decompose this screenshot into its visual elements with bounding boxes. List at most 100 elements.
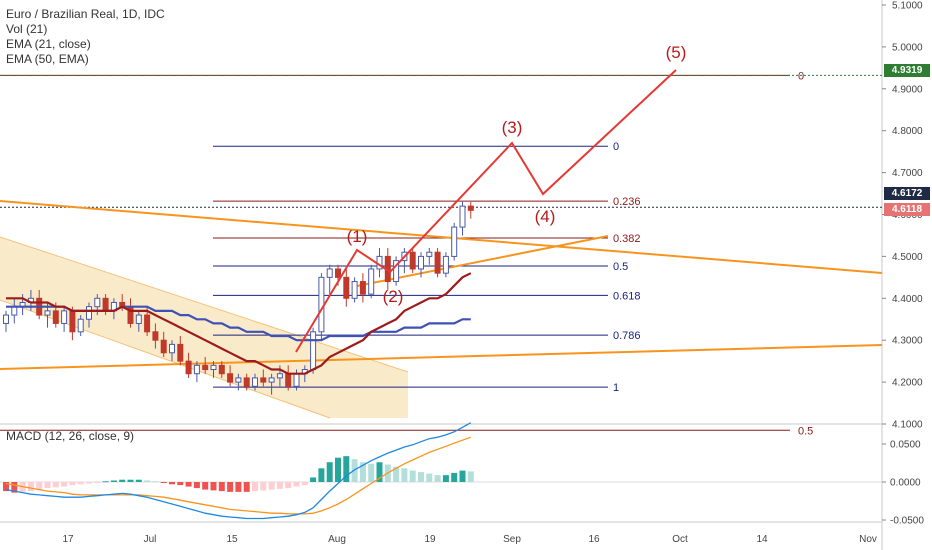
macd-histogram-bar bbox=[127, 479, 134, 482]
time-tick-label: Jul bbox=[144, 534, 157, 545]
candle-body bbox=[459, 205, 466, 228]
macd-histogram-bar bbox=[27, 482, 34, 492]
macd-signal-line bbox=[5, 436, 472, 515]
macd-histogram-bar bbox=[451, 472, 458, 482]
candle-body bbox=[218, 364, 225, 375]
macd-histogram-bar bbox=[252, 482, 258, 492]
macd-histogram-bar bbox=[44, 482, 51, 489]
macd-histogram-bar bbox=[77, 482, 84, 485]
legend-macd[interactable]: MACD (12, 26, close, 9) bbox=[6, 429, 135, 443]
candle-body bbox=[426, 251, 433, 257]
candle-body bbox=[210, 364, 217, 371]
candle-body bbox=[144, 314, 151, 333]
legend-symbol[interactable]: Euro / Brazilian Real, 1D, IDC bbox=[6, 7, 165, 21]
macd-legend: MACD (12, 26, close, 9) bbox=[6, 429, 134, 444]
candle-body bbox=[252, 377, 258, 387]
legend-ema50[interactable]: EMA (50, EMA) bbox=[6, 52, 89, 66]
macd-histogram-bar bbox=[235, 482, 242, 492]
candle-body bbox=[77, 318, 84, 333]
time-tick-label: Nov bbox=[859, 534, 877, 545]
macd-histogram-bar bbox=[160, 482, 167, 483]
macd-histogram-bar bbox=[193, 482, 200, 489]
candle-body bbox=[467, 205, 474, 211]
candle-body bbox=[451, 226, 458, 257]
macd-histogram-bar bbox=[268, 482, 275, 490]
candle-body bbox=[202, 364, 209, 371]
macd-tick-label: 0.0500 bbox=[890, 440, 921, 451]
candle-body bbox=[243, 377, 250, 387]
wave-label: (1) bbox=[347, 227, 368, 246]
macd-histogram-bar bbox=[61, 482, 68, 487]
candle-body bbox=[61, 310, 68, 324]
macd-histogram-bar bbox=[326, 462, 333, 482]
macd-histogram-bar bbox=[401, 468, 408, 482]
price-tick-label: 4.4000 bbox=[892, 294, 923, 305]
macd-histogram-bar bbox=[318, 468, 325, 482]
macd-histogram-bar bbox=[285, 482, 292, 489]
price-tag-close: 4.6118 bbox=[884, 203, 930, 216]
macd-histogram-bar bbox=[442, 475, 449, 482]
candle-body bbox=[442, 255, 449, 274]
price-tick-label: 4.8000 bbox=[892, 126, 923, 137]
macd-histogram-bar bbox=[94, 482, 101, 483]
legend-vol[interactable]: Vol (21) bbox=[6, 22, 48, 36]
fib-level-label: 0.382 bbox=[613, 233, 641, 245]
candle-body bbox=[276, 373, 283, 379]
price-tick-label: 4.2000 bbox=[892, 378, 923, 389]
price-tag-last: 4.6172 bbox=[884, 187, 930, 200]
level-label: 0 bbox=[798, 70, 804, 82]
time-tick-label: Sep bbox=[503, 534, 521, 545]
legend: Euro / Brazilian Real, 1D, IDC Vol (21) … bbox=[6, 7, 165, 67]
candle-body bbox=[318, 276, 325, 333]
candle-body bbox=[135, 314, 142, 324]
time-tick-label: 14 bbox=[756, 534, 768, 545]
candle-body bbox=[69, 310, 76, 333]
time-tick-label: 16 bbox=[588, 534, 600, 545]
price-tick-label: 4.3000 bbox=[892, 336, 923, 347]
candle-body bbox=[293, 373, 300, 387]
support-trendline bbox=[0, 344, 883, 370]
fib-level-label: 0.236 bbox=[613, 196, 641, 208]
price-tick-label: 5.0000 bbox=[892, 42, 923, 53]
macd-histogram-bar bbox=[177, 482, 184, 486]
macd-tick-label: -0.0500 bbox=[890, 516, 924, 527]
macd-histogram-bar bbox=[459, 470, 466, 482]
price-tick-label: 5.1000 bbox=[892, 1, 923, 12]
elliott-wave-path bbox=[295, 69, 677, 353]
candle-body bbox=[152, 331, 159, 341]
candle-body bbox=[44, 310, 51, 316]
macd-histogram-bar bbox=[393, 466, 400, 482]
macd-histogram-bar bbox=[434, 475, 441, 482]
macd-histogram-bar bbox=[185, 482, 192, 487]
macd-histogram-bar bbox=[243, 482, 250, 492]
macd-histogram-bar bbox=[276, 482, 283, 489]
candle-body bbox=[177, 343, 184, 362]
macd-histogram-bar bbox=[227, 482, 234, 492]
macd-histogram-bar bbox=[102, 481, 109, 483]
candle-body bbox=[343, 276, 350, 299]
fib-level-label: 0.786 bbox=[613, 330, 641, 342]
macd-histogram-bar bbox=[376, 462, 383, 482]
macd-histogram-bar bbox=[409, 470, 416, 482]
macd-histogram-bar bbox=[52, 482, 59, 488]
candle-body bbox=[160, 339, 167, 354]
legend-ema21[interactable]: EMA (21, close) bbox=[6, 37, 91, 51]
candle-body bbox=[418, 255, 424, 270]
price-tick-label: 4.9000 bbox=[892, 84, 923, 95]
macd-histogram-bar bbox=[260, 482, 267, 491]
price-tag-target: 4.9319 bbox=[884, 64, 930, 77]
macd-histogram-bar bbox=[86, 482, 92, 484]
candle-body bbox=[193, 364, 200, 375]
candle-body bbox=[11, 306, 18, 316]
wave-label: (2) bbox=[383, 287, 404, 306]
price-tick-label: 4.7000 bbox=[892, 168, 923, 179]
macd-line bbox=[5, 422, 472, 520]
candle-body bbox=[185, 360, 192, 375]
candle-body bbox=[169, 343, 175, 354]
time-tick-label: 15 bbox=[226, 534, 238, 545]
price-tick-label: 4.1000 bbox=[892, 420, 923, 431]
macd-histogram-bar bbox=[11, 482, 18, 493]
candle-body bbox=[102, 297, 109, 312]
macd-histogram-bar bbox=[3, 482, 9, 492]
